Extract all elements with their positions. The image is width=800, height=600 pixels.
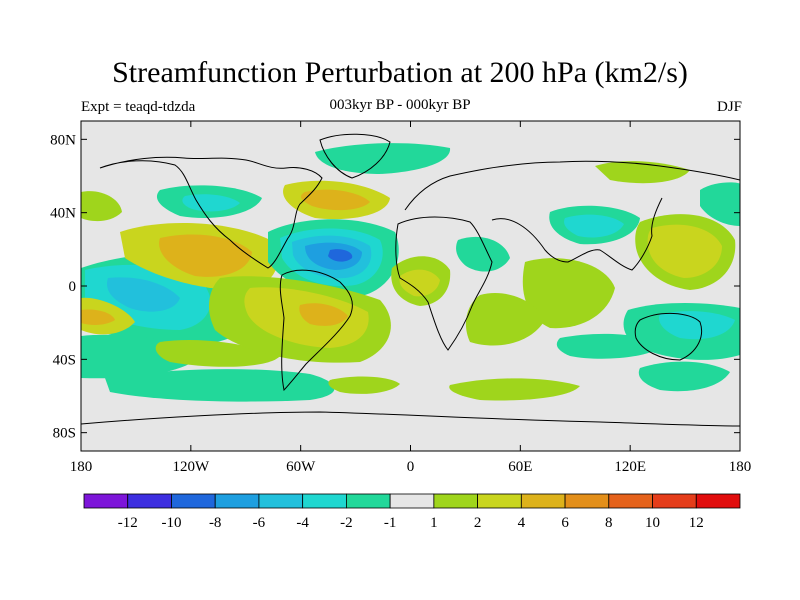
field-sw-pacific-positive-core — [81, 309, 115, 325]
colorbar-label: -6 — [253, 515, 266, 531]
plot-area: 180 120W 60W 0 60E 120E 180 80N 40N 0 40S 80S — [50, 120, 751, 475]
coast-south-america — [279, 269, 353, 392]
colorbar-label: 2 — [474, 515, 482, 531]
colorbar-label: 10 — [645, 515, 660, 531]
season-label: DJF — [716, 99, 742, 115]
x-tick-label: 120E — [614, 459, 646, 475]
colorbar-label: -12 — [118, 515, 138, 531]
field-south-america-positive-core — [299, 303, 348, 326]
coast-australia — [634, 312, 703, 361]
y-tick-label: 40N — [50, 206, 76, 222]
coast-greenland — [319, 133, 391, 179]
colorbar-swatch — [608, 493, 653, 509]
colorbar-swatch — [258, 493, 304, 509]
field-asia-negative-core — [564, 214, 624, 238]
field-africa-positive-core — [399, 269, 440, 297]
field-southern-pacific-band — [105, 369, 335, 402]
field-north-atlantic-positive-core — [300, 189, 370, 211]
colorbar-label: 1 — [430, 515, 438, 531]
y-tick-label: 40S — [53, 352, 76, 368]
colorbar-swatch — [345, 493, 391, 509]
colorbar-swatch — [214, 493, 260, 509]
y-tick-label: 0 — [69, 279, 77, 295]
coast-asia — [491, 197, 663, 271]
colorbar-swatch — [433, 493, 479, 509]
x-tick-label: 0 — [407, 459, 415, 475]
contour-fields — [81, 143, 740, 402]
x-tick-label: 60W — [286, 459, 316, 475]
colorbar-label: -8 — [209, 515, 222, 531]
field-mexico-positive-mid — [159, 234, 252, 277]
axis-ticks — [80, 121, 741, 451]
coast-north-america — [99, 156, 323, 269]
colorbar-swatch — [520, 493, 566, 509]
field-ne-pacific-positive — [81, 191, 122, 222]
x-tick-label: 120W — [172, 459, 210, 475]
x-tick-label: 180 — [70, 459, 93, 475]
colorbar-label: 8 — [605, 515, 613, 531]
field-southern-atlantic-positive — [449, 378, 580, 401]
field-southern-atlantic-positive-2 — [328, 376, 400, 394]
field-indian-ocean-positive — [522, 258, 615, 329]
axis-labels: 180 120W 60W 0 60E 120E 180 80N 40N 0 40S 80S — [50, 132, 751, 475]
colorbar: -12 -10 -8 -6 -4 -2 -1 1 2 4 6 8 10 12 — [83, 493, 741, 531]
coast-antarctica — [81, 411, 740, 427]
colorbar-label: -4 — [296, 515, 309, 531]
field-canada-negative-core — [182, 194, 240, 212]
field-arabian-sea-positive — [465, 292, 545, 346]
colorbar-label: 12 — [689, 515, 704, 531]
colorbar-swatch — [83, 493, 129, 509]
field-southern-ocean-pacific — [638, 361, 730, 392]
colorbar-label: -10 — [161, 515, 181, 531]
colorbar-label: -2 — [340, 515, 353, 531]
field-east-pacific-negative-core — [106, 277, 180, 312]
colorbar-label: -1 — [384, 515, 397, 531]
colorbar-swatch — [389, 493, 435, 509]
time-period-label: 003kyr BP - 000kyr BP — [329, 97, 471, 113]
x-tick-label: 60E — [508, 459, 532, 475]
colorbar-label: 6 — [561, 515, 569, 531]
chart-title: Streamfunction Perturbation at 200 hPa (… — [112, 56, 688, 89]
colorbar-swatch — [171, 493, 216, 509]
field-sw-pacific-negative-core — [658, 311, 735, 340]
coast-africa — [395, 216, 493, 351]
colorbar-swatch — [302, 493, 347, 509]
x-tick-label: 180 — [729, 459, 752, 475]
field-arctic-negative — [315, 143, 451, 174]
field-west-pacific-positive-core — [647, 224, 722, 278]
coast-europe — [404, 160, 740, 211]
field-middle-east-negative — [456, 236, 510, 272]
field-atlantic-negative-core — [328, 249, 353, 262]
experiment-label: Expt = teaqd-tdzda — [81, 99, 196, 115]
field-southern-ocean-indian — [556, 333, 662, 359]
colorbar-swatch — [564, 493, 610, 509]
y-tick-label: 80N — [50, 132, 76, 148]
colorbar-swatch — [652, 493, 697, 509]
y-tick-label: 80S — [53, 426, 76, 442]
colorbar-swatch — [477, 493, 522, 509]
field-nw-pacific-negative — [700, 182, 740, 226]
colorbar-label: 4 — [518, 515, 526, 531]
coastlines — [81, 133, 740, 427]
colorbar-swatch — [127, 493, 172, 509]
colorbar-swatch — [695, 493, 741, 509]
